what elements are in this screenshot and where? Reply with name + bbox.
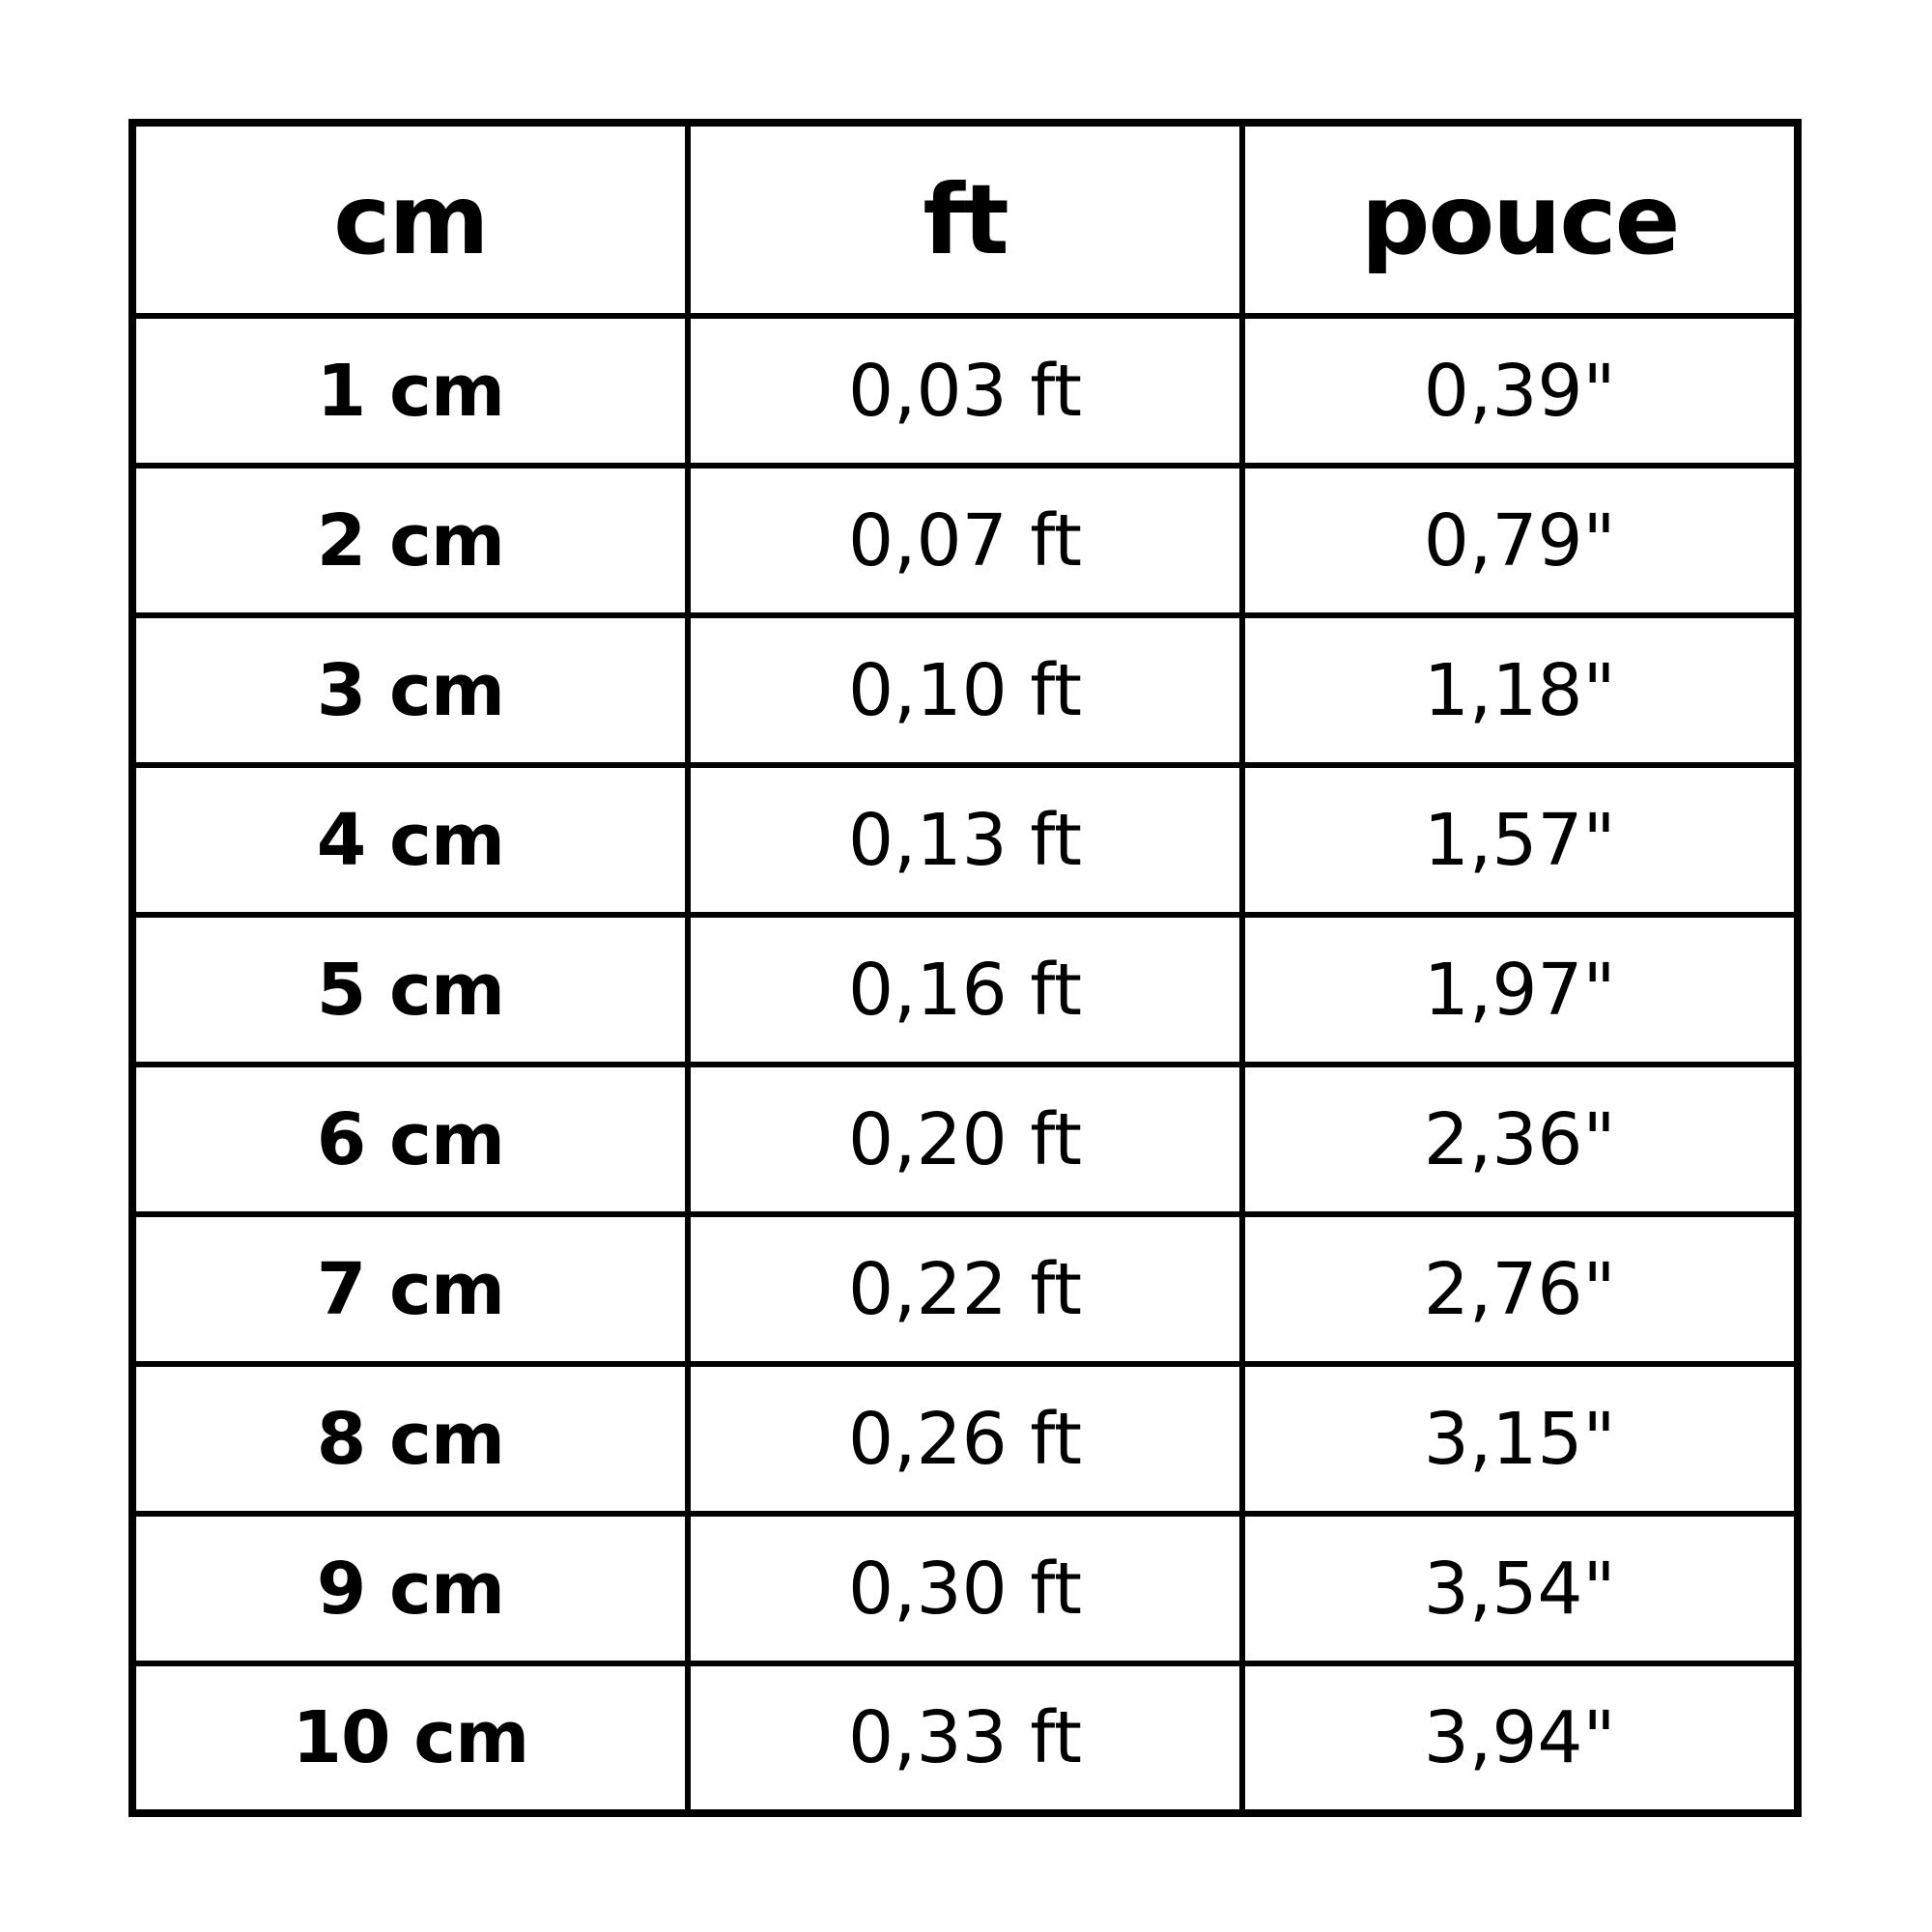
header-cell-cm: cm [129, 120, 691, 319]
cm-cell: 1 cm [129, 313, 691, 469]
cm-cell: 2 cm [129, 463, 691, 618]
pouce-cell: 3,15" [1239, 1361, 1801, 1517]
table-row: 2 cm 0,07 ft 0,79" [129, 463, 1801, 618]
table-body: 1 cm 0,03 ft 0,39" 2 cm 0,07 ft 0,79" 3 … [129, 313, 1801, 1816]
pouce-cell: 3,94" [1239, 1661, 1801, 1816]
pouce-cell: 0,39" [1239, 313, 1801, 469]
cm-cell: 8 cm [129, 1361, 691, 1517]
table-row: 9 cm 0,30 ft 3,54" [129, 1511, 1801, 1666]
header-cell-pouce: pouce [1239, 120, 1801, 319]
cm-cell: 10 cm [129, 1661, 691, 1816]
pouce-cell: 2,76" [1239, 1211, 1801, 1367]
ft-cell: 0,26 ft [684, 1361, 1246, 1517]
cm-cell: 7 cm [129, 1211, 691, 1367]
table-row: 10 cm 0,33 ft 3,94" [129, 1661, 1801, 1816]
table-row: 4 cm 0,13 ft 1,57" [129, 762, 1801, 918]
ft-cell: 0,16 ft [684, 912, 1246, 1067]
ft-cell: 0,13 ft [684, 762, 1246, 918]
ft-cell: 0,07 ft [684, 463, 1246, 618]
ft-cell: 0,22 ft [684, 1211, 1246, 1367]
conversion-table: cm ft pouce 1 cm 0,03 ft 0,39" 2 cm 0,07… [128, 119, 1802, 1817]
cm-cell: 9 cm [129, 1511, 691, 1666]
table-row: 3 cm 0,10 ft 1,18" [129, 612, 1801, 768]
pouce-cell: 1,97" [1239, 912, 1801, 1067]
ft-cell: 0,33 ft [684, 1661, 1246, 1816]
ft-cell: 0,20 ft [684, 1062, 1246, 1217]
cm-cell: 5 cm [129, 912, 691, 1067]
table-row: 6 cm 0,20 ft 2,36" [129, 1062, 1801, 1217]
cm-cell: 6 cm [129, 1062, 691, 1217]
table-row: 7 cm 0,22 ft 2,76" [129, 1211, 1801, 1367]
pouce-cell: 1,18" [1239, 612, 1801, 768]
table-header: cm ft pouce [129, 120, 1801, 319]
cm-cell: 4 cm [129, 762, 691, 918]
table-row: 8 cm 0,26 ft 3,15" [129, 1361, 1801, 1517]
pouce-cell: 1,57" [1239, 762, 1801, 918]
pouce-cell: 3,54" [1239, 1511, 1801, 1666]
ft-cell: 0,30 ft [684, 1511, 1246, 1666]
pouce-cell: 0,79" [1239, 463, 1801, 618]
ft-cell: 0,10 ft [684, 612, 1246, 768]
ft-cell: 0,03 ft [684, 313, 1246, 469]
header-cell-ft: ft [684, 120, 1246, 319]
table-row: 5 cm 0,16 ft 1,97" [129, 912, 1801, 1067]
pouce-cell: 2,36" [1239, 1062, 1801, 1217]
cm-cell: 3 cm [129, 612, 691, 768]
table-row: 1 cm 0,03 ft 0,39" [129, 313, 1801, 469]
header-row: cm ft pouce [129, 120, 1801, 319]
